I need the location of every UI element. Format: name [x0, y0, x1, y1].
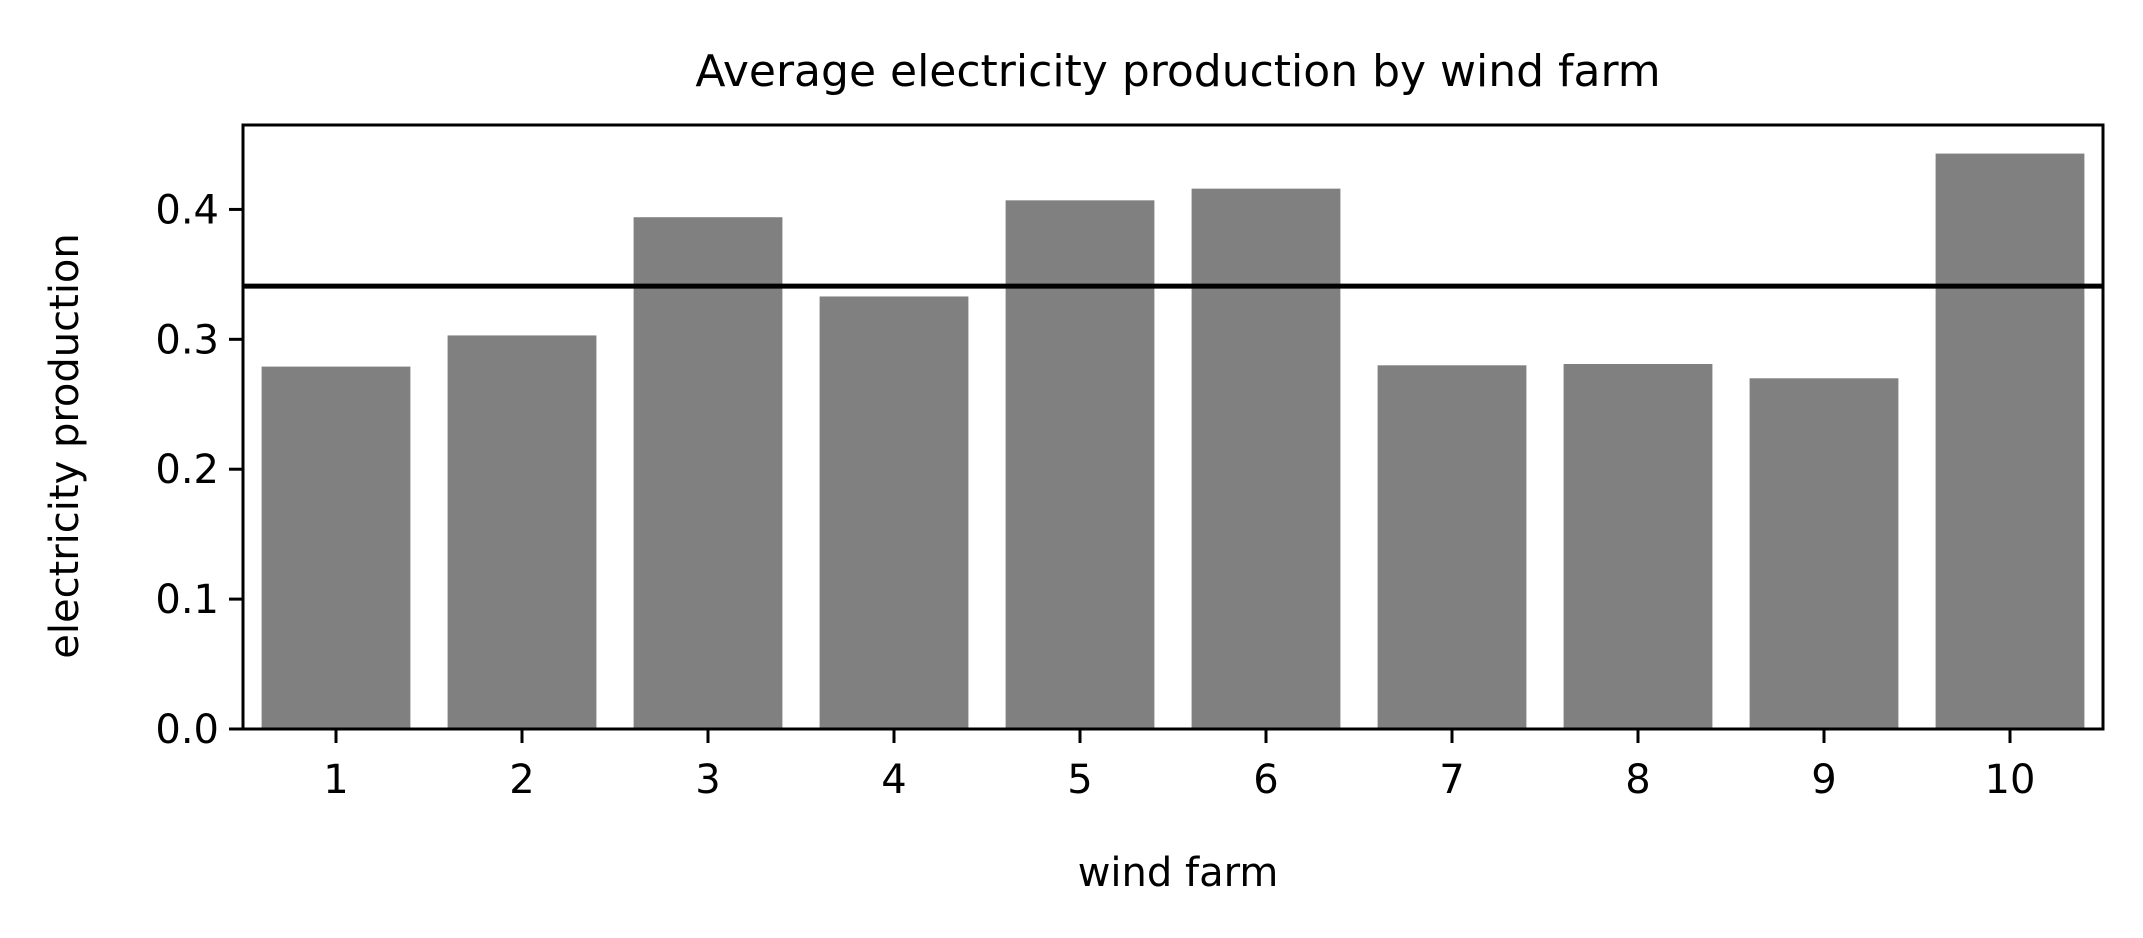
chart-title: Average electricity production by wind f… — [695, 46, 1660, 97]
x-tick-label: 9 — [1811, 757, 1836, 803]
x-tick-label: 5 — [1067, 757, 1092, 803]
y-tick-label: 0.0 — [155, 707, 219, 753]
bar-5 — [1005, 200, 1155, 729]
x-tick-label: 4 — [881, 757, 906, 803]
x-tick-label: 2 — [509, 757, 534, 803]
bar-4 — [819, 296, 969, 729]
bar-2 — [447, 335, 597, 729]
y-tick-label: 0.2 — [155, 447, 219, 493]
bar-3 — [633, 217, 783, 729]
x-tick-label: 3 — [695, 757, 720, 803]
bar-9 — [1749, 378, 1899, 729]
y-tick-label: 0.1 — [155, 577, 219, 623]
x-tick-label: 7 — [1439, 757, 1464, 803]
x-tick-label: 10 — [1985, 757, 2036, 803]
plot-frame — [241, 123, 2105, 731]
y-tick-label: 0.4 — [155, 187, 219, 233]
x-tick-label: 8 — [1625, 757, 1650, 803]
bar-8 — [1563, 364, 1713, 729]
y-axis-label: electricity production — [42, 233, 88, 659]
bar-6 — [1191, 188, 1341, 729]
x-tick-label: 1 — [323, 757, 348, 803]
y-tick-label: 0.3 — [155, 317, 219, 363]
bar-1 — [261, 366, 411, 729]
bar-7 — [1377, 365, 1527, 729]
x-axis-label: wind farm — [1078, 850, 1279, 896]
x-tick-label: 6 — [1253, 757, 1278, 803]
ticks-layer: 1 2 3 4 5 6 7 8 9 10 0.0 0.1 0.2 0.3 0.4 — [155, 187, 2035, 803]
bars-layer — [261, 153, 2085, 729]
bar-10 — [1935, 153, 2085, 729]
